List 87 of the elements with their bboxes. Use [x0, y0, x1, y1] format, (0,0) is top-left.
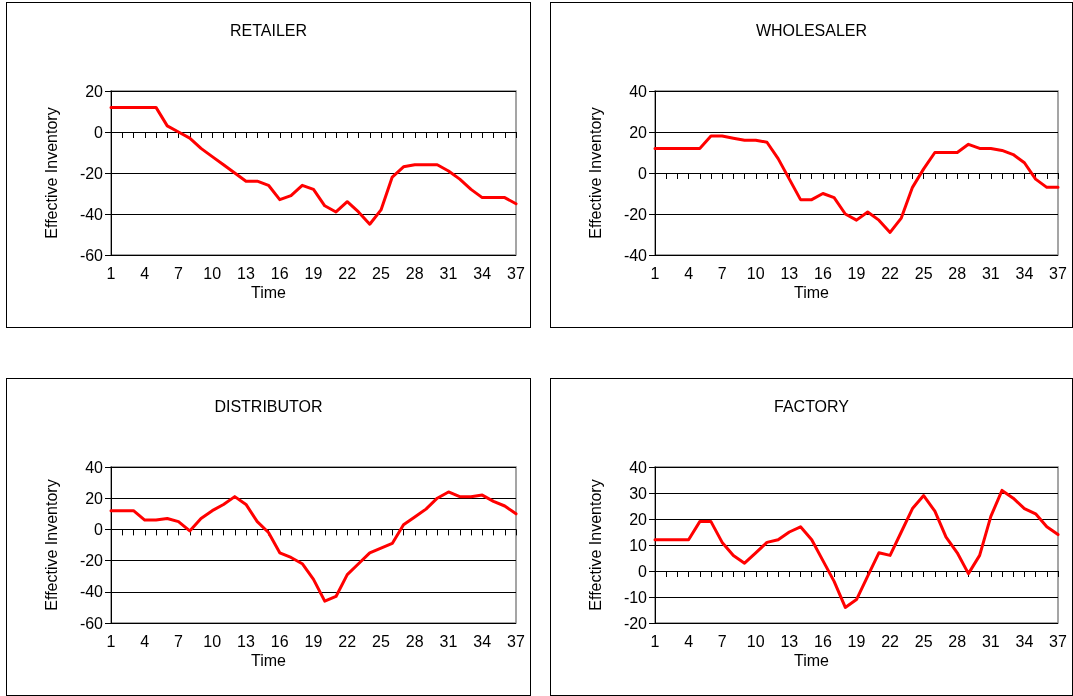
x-tick-label: 34	[1015, 264, 1034, 282]
chart-title: FACTORY	[774, 397, 850, 415]
x-tick-label: 37	[507, 632, 525, 650]
x-tick-label: 37	[1049, 264, 1067, 282]
x-tick-label: 13	[780, 632, 799, 650]
x-tick-label: 7	[174, 632, 184, 650]
x-tick-label: 1	[650, 264, 660, 282]
x-tick-label: 10	[203, 632, 222, 650]
y-tick-label: -60	[79, 614, 104, 632]
x-tick-label: 4	[684, 632, 694, 650]
x-tick-label: 34	[473, 264, 492, 282]
x-tick-label: 25	[914, 632, 933, 650]
y-tick-label: 40	[629, 458, 648, 476]
y-tick-label: 0	[638, 562, 648, 580]
x-tick-label: 28	[948, 264, 967, 282]
x-tick-label: 10	[746, 632, 765, 650]
x-tick-label: 1	[650, 632, 660, 650]
x-tick-label: 31	[981, 264, 1000, 282]
y-axis-title: Effective Inventory	[586, 479, 604, 611]
x-tick-label: 4	[140, 632, 150, 650]
x-tick-label: 22	[338, 632, 357, 650]
x-tick-label: 37	[1049, 632, 1067, 650]
x-tick-label: 31	[439, 632, 458, 650]
chart-title: DISTRIBUTOR	[214, 397, 323, 415]
x-tick-label: 4	[140, 264, 150, 282]
x-axis-title: Time	[251, 283, 287, 301]
x-tick-label: 13	[780, 264, 799, 282]
y-axis-title: Effective Inventory	[42, 479, 60, 611]
x-tick-label: 1	[106, 632, 116, 650]
y-tick-label: 40	[629, 82, 648, 100]
x-tick-label: 34	[473, 632, 492, 650]
x-tick-label: 31	[439, 264, 458, 282]
x-tick-label: 7	[717, 632, 727, 650]
x-tick-label: 22	[881, 264, 900, 282]
y-tick-label: 20	[629, 510, 648, 528]
x-tick-label: 7	[174, 264, 184, 282]
x-tick-label: 37	[507, 264, 525, 282]
chart-title: WHOLESALER	[755, 21, 868, 39]
x-tick-label: 28	[948, 632, 967, 650]
y-tick-label: -40	[79, 583, 104, 601]
y-tick-label: -20	[623, 205, 648, 223]
x-tick-label: 4	[684, 264, 694, 282]
y-tick-label: 0	[94, 123, 104, 141]
x-tick-label: 25	[914, 264, 933, 282]
x-tick-label: 13	[237, 632, 255, 650]
y-tick-label: 10	[629, 536, 648, 554]
x-tick-label: 28	[405, 632, 424, 650]
y-tick-label: -20	[79, 164, 104, 182]
y-tick-label: 20	[85, 82, 104, 100]
x-tick-label: 25	[372, 632, 390, 650]
y-tick-label: -10	[623, 588, 648, 606]
y-tick-label: 20	[629, 123, 648, 141]
y-tick-label: -20	[623, 614, 648, 632]
x-tick-label: 19	[847, 632, 866, 650]
x-tick-label: 22	[881, 632, 900, 650]
x-tick-label: 16	[270, 632, 289, 650]
y-tick-label: 0	[94, 520, 104, 538]
x-axis-title: Time	[794, 651, 830, 669]
x-tick-label: 13	[237, 264, 255, 282]
x-tick-label: 19	[304, 264, 323, 282]
y-tick-label: 0	[638, 164, 648, 182]
x-tick-label: 22	[338, 264, 357, 282]
y-tick-label: -20	[79, 552, 104, 570]
x-tick-label: 16	[270, 264, 289, 282]
y-tick-label: -40	[79, 205, 104, 223]
x-tick-label: 34	[1015, 632, 1034, 650]
x-tick-label: 7	[717, 264, 727, 282]
x-axis-title: Time	[794, 283, 830, 301]
y-tick-label: -60	[79, 246, 104, 264]
y-tick-label: -40	[623, 246, 648, 264]
x-tick-label: 31	[981, 632, 1000, 650]
x-axis-title: Time	[251, 651, 287, 669]
x-tick-label: 10	[746, 264, 765, 282]
x-tick-label: 25	[372, 264, 390, 282]
x-tick-label: 19	[847, 264, 866, 282]
y-axis-title: Effective Inventory	[586, 107, 604, 239]
y-axis-title: Effective Inventory	[42, 107, 60, 239]
chart-title: RETAILER	[229, 21, 308, 39]
x-tick-label: 10	[203, 264, 222, 282]
x-tick-label: 28	[405, 264, 424, 282]
x-tick-label: 1	[106, 264, 116, 282]
x-tick-label: 16	[814, 632, 832, 650]
y-tick-label: 30	[629, 484, 648, 502]
y-tick-label: 40	[85, 458, 104, 476]
x-tick-label: 16	[814, 264, 832, 282]
x-tick-label: 19	[304, 632, 323, 650]
y-tick-label: 20	[85, 489, 104, 507]
